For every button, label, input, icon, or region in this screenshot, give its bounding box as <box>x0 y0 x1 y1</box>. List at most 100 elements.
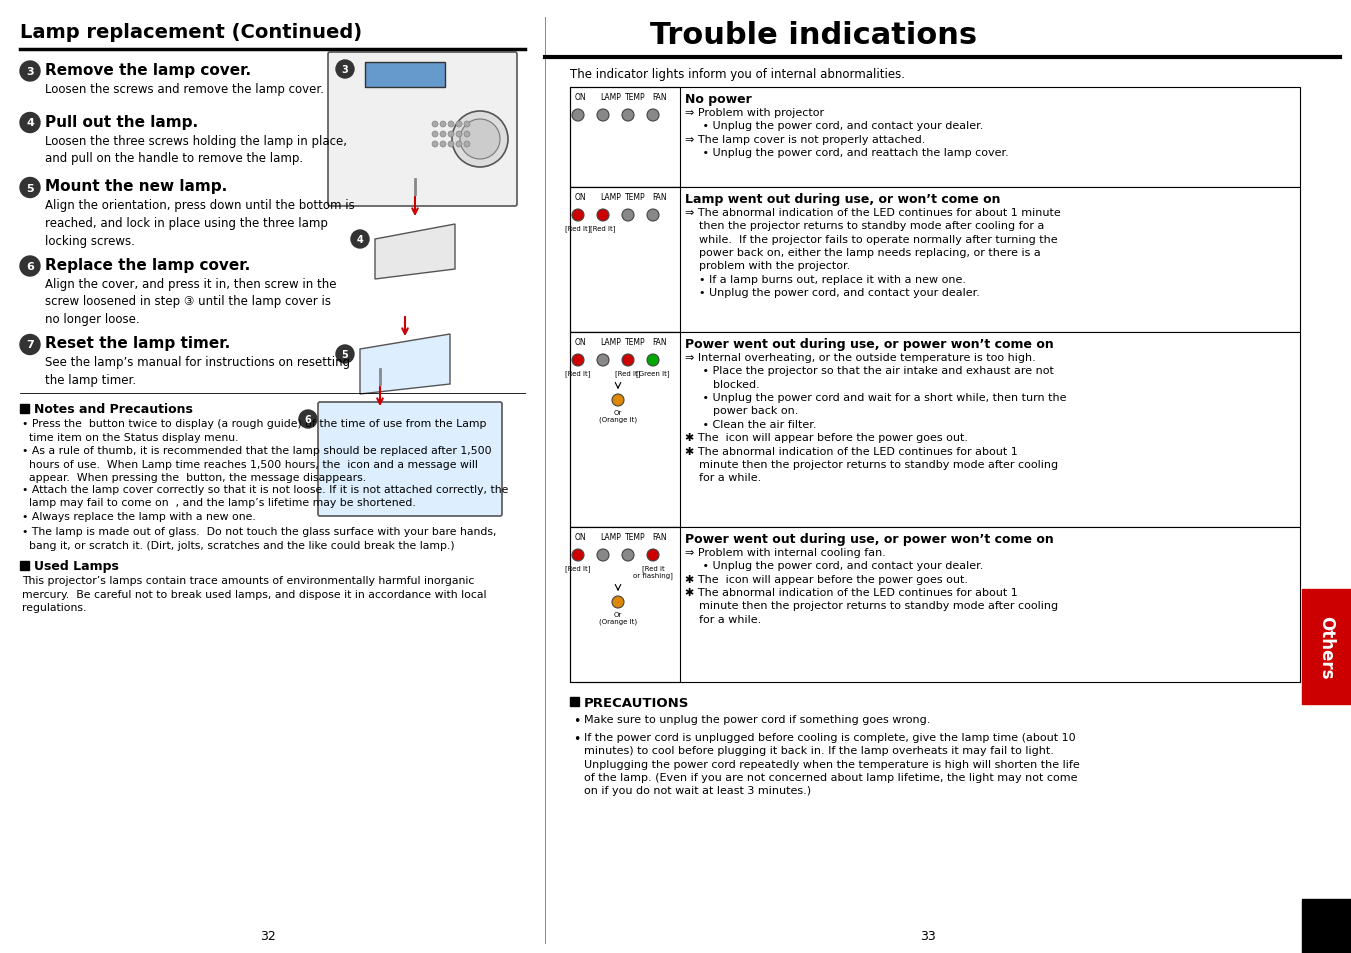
Text: Align the orientation, press down until the bottom is
reached, and lock in place: Align the orientation, press down until … <box>45 199 355 247</box>
Text: 32: 32 <box>261 929 276 942</box>
Text: Or
(Orange lt): Or (Orange lt) <box>598 612 638 625</box>
FancyBboxPatch shape <box>317 402 503 517</box>
Text: [Green lt]: [Green lt] <box>636 370 670 376</box>
Circle shape <box>612 597 624 608</box>
Circle shape <box>621 355 634 367</box>
Text: If the power cord is unplugged before cooling is complete, give the lamp time (a: If the power cord is unplugged before co… <box>584 732 1079 796</box>
Text: FAN: FAN <box>653 337 666 347</box>
Text: LAMP: LAMP <box>600 533 621 541</box>
Text: [Red lt]: [Red lt] <box>590 225 616 232</box>
Text: • As a rule of thumb, it is recommended that the lamp should be replaced after 1: • As a rule of thumb, it is recommended … <box>22 446 492 482</box>
Text: • Always replace the lamp with a new one.: • Always replace the lamp with a new one… <box>22 512 255 521</box>
Text: Notes and Precautions: Notes and Precautions <box>34 403 193 416</box>
Bar <box>20 561 28 570</box>
Circle shape <box>457 142 462 148</box>
Text: [Red lt]: [Red lt] <box>565 564 590 571</box>
Circle shape <box>432 122 438 128</box>
Text: Reset the lamp timer.: Reset the lamp timer. <box>45 336 230 351</box>
Bar <box>570 88 1300 188</box>
Bar <box>570 188 1300 333</box>
Circle shape <box>463 132 470 138</box>
Text: •: • <box>573 714 581 727</box>
Text: ON: ON <box>576 92 586 102</box>
Text: Power went out during use, or power won’t come on: Power went out during use, or power won’… <box>685 337 1054 351</box>
Circle shape <box>571 110 584 122</box>
Bar <box>1302 589 1351 704</box>
Text: Replace the lamp cover.: Replace the lamp cover. <box>45 257 250 273</box>
Text: • Attach the lamp cover correctly so that it is not loose. If it is not attached: • Attach the lamp cover correctly so tha… <box>22 484 508 508</box>
Circle shape <box>336 61 354 79</box>
Circle shape <box>20 178 41 198</box>
Text: TEMP: TEMP <box>626 533 646 541</box>
Circle shape <box>647 550 659 561</box>
Text: 6: 6 <box>304 415 311 424</box>
Text: 33: 33 <box>920 929 936 942</box>
Bar <box>365 63 444 88</box>
Circle shape <box>457 122 462 128</box>
Bar <box>570 527 680 682</box>
Bar <box>20 404 28 413</box>
Circle shape <box>597 355 609 367</box>
Text: TEMP: TEMP <box>626 193 646 202</box>
Text: Align the cover, and press it in, then screw in the
screw loosened in step ③ unt: Align the cover, and press it in, then s… <box>45 277 336 326</box>
Text: Loosen the screws and remove the lamp cover.: Loosen the screws and remove the lamp co… <box>45 83 324 96</box>
Text: See the lamp’s manual for instructions on resetting
the lamp timer.: See the lamp’s manual for instructions o… <box>45 356 350 387</box>
Text: 5: 5 <box>26 183 34 193</box>
Circle shape <box>440 122 446 128</box>
Text: [Red it
or flashing]: [Red it or flashing] <box>634 564 673 578</box>
Text: 7: 7 <box>26 340 34 350</box>
Text: TEMP: TEMP <box>626 92 646 102</box>
Bar <box>570 698 580 706</box>
Polygon shape <box>376 225 455 280</box>
Text: Remove the lamp cover.: Remove the lamp cover. <box>45 63 251 78</box>
Bar <box>570 333 680 527</box>
Circle shape <box>336 346 354 364</box>
Circle shape <box>612 395 624 407</box>
Text: 5: 5 <box>342 350 349 359</box>
Circle shape <box>647 210 659 222</box>
Text: LAMP: LAMP <box>600 337 621 347</box>
Circle shape <box>571 355 584 367</box>
Bar <box>1302 899 1351 953</box>
Text: Mount the new lamp.: Mount the new lamp. <box>45 179 227 194</box>
Text: ON: ON <box>576 337 586 347</box>
Circle shape <box>571 550 584 561</box>
Circle shape <box>463 142 470 148</box>
Text: Lamp replacement (Continued): Lamp replacement (Continued) <box>20 23 362 42</box>
Text: Lamp went out during use, or won’t come on: Lamp went out during use, or won’t come … <box>685 193 1001 206</box>
Circle shape <box>647 110 659 122</box>
Text: Or
(Orange lt): Or (Orange lt) <box>598 410 638 423</box>
Text: Power went out during use, or power won’t come on: Power went out during use, or power won’… <box>685 533 1054 545</box>
Circle shape <box>432 142 438 148</box>
Circle shape <box>351 231 369 249</box>
Text: Others: Others <box>1317 615 1336 679</box>
Bar <box>570 88 680 188</box>
Text: [Red lt]: [Red lt] <box>565 370 590 376</box>
Circle shape <box>449 132 454 138</box>
Text: FAN: FAN <box>653 193 666 202</box>
Circle shape <box>597 110 609 122</box>
Text: • The lamp is made out of glass.  Do not touch the glass surface with your bare : • The lamp is made out of glass. Do not … <box>22 527 497 550</box>
Circle shape <box>597 550 609 561</box>
Text: FAN: FAN <box>653 533 666 541</box>
Text: • Press the  button twice to display (a rough guide) of the time of use from the: • Press the button twice to display (a r… <box>22 419 486 442</box>
Circle shape <box>571 210 584 222</box>
Text: LAMP: LAMP <box>600 92 621 102</box>
Text: [Red lt]: [Red lt] <box>615 370 640 376</box>
Circle shape <box>457 132 462 138</box>
Text: 4: 4 <box>26 118 34 129</box>
Text: Loosen the three screws holding the lamp in place,
and pull on the handle to rem: Loosen the three screws holding the lamp… <box>45 134 347 165</box>
Text: 4: 4 <box>357 234 363 245</box>
Text: PRECAUTIONS: PRECAUTIONS <box>584 697 689 709</box>
Text: ⇒ Problem with internal cooling fan.
     • Unplug the power cord, and contact y: ⇒ Problem with internal cooling fan. • U… <box>685 547 1058 624</box>
Text: This projector’s lamps contain trace amounts of environmentally harmful inorgani: This projector’s lamps contain trace amo… <box>22 576 486 612</box>
Text: Pull out the lamp.: Pull out the lamp. <box>45 114 199 130</box>
Circle shape <box>621 210 634 222</box>
Text: ⇒ Internal overheating, or the outside temperature is too high.
     • Place the: ⇒ Internal overheating, or the outside t… <box>685 353 1066 483</box>
Text: ON: ON <box>576 533 586 541</box>
Circle shape <box>299 411 317 429</box>
Circle shape <box>440 132 446 138</box>
Circle shape <box>20 62 41 82</box>
Circle shape <box>20 335 41 355</box>
Circle shape <box>621 550 634 561</box>
